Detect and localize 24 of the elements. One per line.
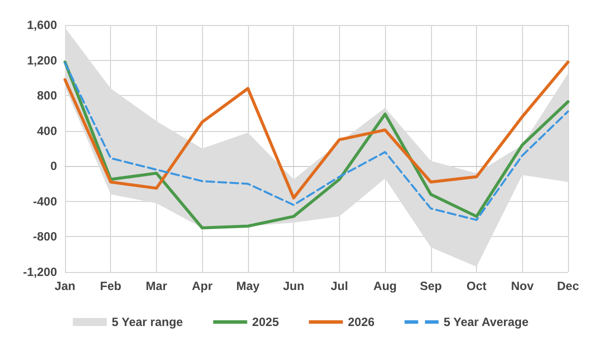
legend-label: 2026 xyxy=(348,315,375,329)
x-tick-label: Jul xyxy=(330,279,348,293)
y-tick-label: 800 xyxy=(36,88,58,103)
y-tick-label: 400 xyxy=(36,124,58,138)
x-tick-label: Aug xyxy=(373,279,397,293)
x-tick-label: May xyxy=(236,279,260,293)
y-tick-label: 1,200 xyxy=(26,53,58,68)
legend-label: 5 Year Average xyxy=(444,315,529,329)
x-tick-label: Jun xyxy=(282,279,304,293)
x-tick-label: Mar xyxy=(146,279,168,293)
x-tick-label: Feb xyxy=(100,279,122,293)
y-tick-label: -800 xyxy=(32,230,58,244)
x-tick-label: Nov xyxy=(510,279,534,293)
x-tick-label: Sep xyxy=(420,279,442,293)
y-tick-label: 0 xyxy=(50,159,58,174)
x-tick-label: Dec xyxy=(556,279,580,293)
legend-label: 5 Year range xyxy=(112,315,184,329)
y-tick-label: 1,600 xyxy=(26,18,58,32)
x-tick-label: Oct xyxy=(466,279,487,293)
y-tick-label: -400 xyxy=(32,194,58,208)
x-tick-label: Jan xyxy=(54,279,76,293)
x-tick-label: Apr xyxy=(192,279,213,293)
legend-label: 2025 xyxy=(252,315,280,329)
y-tick-label: -1,200 xyxy=(22,265,58,279)
